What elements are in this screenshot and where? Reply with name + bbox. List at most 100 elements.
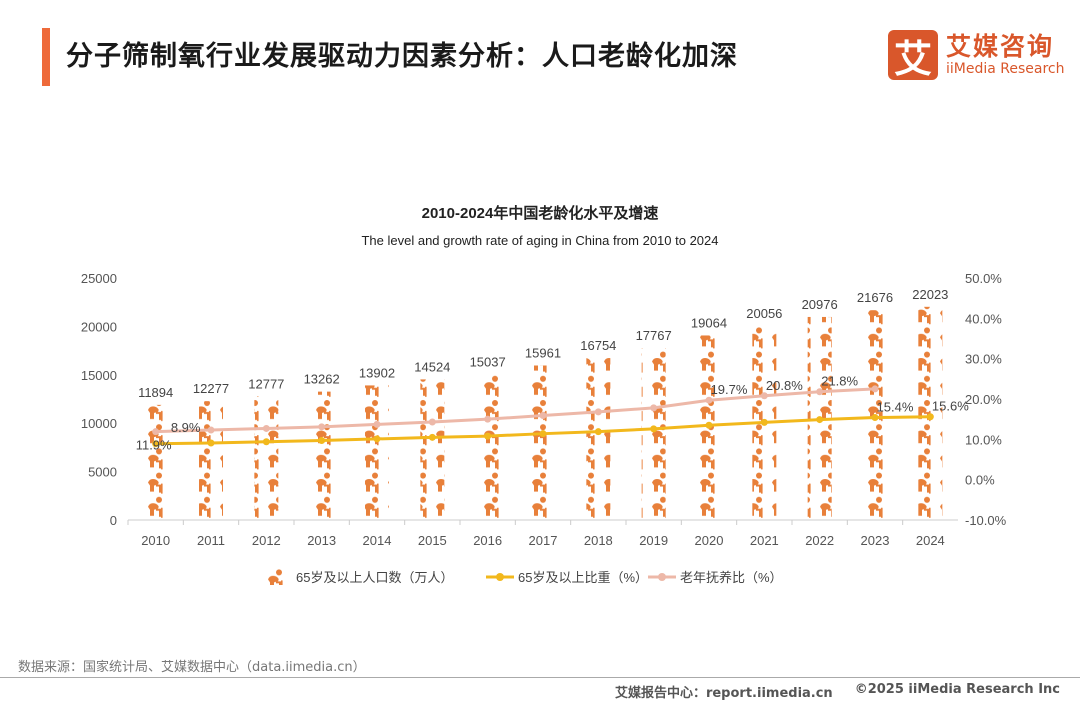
line-data-label: 8.9%	[171, 420, 201, 435]
bar-data-label: 16754	[580, 338, 616, 353]
left-axis-tick-label: 5000	[88, 465, 117, 480]
line-point	[705, 396, 713, 404]
right-axis-tick-label: 30.0%	[965, 352, 1002, 367]
bar-pictograph	[475, 374, 500, 520]
x-tick-label: 2022	[805, 533, 834, 548]
bar-data-label: 22023	[912, 287, 948, 302]
x-tick-label: 2024	[916, 533, 945, 548]
bar-data-label: 20056	[746, 306, 782, 321]
bar-data-label: 21676	[857, 290, 893, 305]
line-data-label: 21.8%	[821, 374, 858, 389]
right-axis-tick-label: 40.0%	[965, 311, 1002, 326]
logo-cn: 艾媒咨询	[946, 32, 1055, 61]
source-note: 数据来源：国家统计局、艾媒数据中心（data.iimedia.cn）	[18, 660, 366, 675]
chart-title: 2010-2024年中国老龄化水平及增速	[422, 204, 659, 222]
bar-data-label: 11894	[138, 385, 173, 400]
x-tick-label: 2013	[307, 533, 336, 548]
line-point	[926, 413, 934, 421]
line-point	[539, 412, 547, 420]
left-axis-tick-label: 25000	[81, 271, 117, 286]
line-point	[318, 423, 326, 431]
logo-mark: 艾	[888, 30, 938, 81]
line-series-2	[155, 387, 876, 434]
right-axis-tick-label: -10.0%	[965, 513, 1007, 528]
line-point	[760, 418, 768, 426]
left-axis-tick-label: 10000	[81, 416, 117, 431]
bar-pictograph	[143, 404, 168, 520]
bar-pictograph	[365, 385, 389, 520]
right-axis-tick-label: 0.0%	[965, 473, 995, 488]
bar-data-label: 13262	[304, 372, 340, 387]
line-data-label: 15.4%	[877, 400, 914, 415]
right-axis-tick-label: 20.0%	[965, 392, 1002, 407]
page-title: 分子筛制氧行业发展驱动力因素分析：人口老龄化加深	[66, 41, 738, 72]
bar-data-label: 17767	[636, 328, 672, 343]
bar-data-label: 19064	[691, 315, 727, 330]
left-axis-tick-label: 0	[110, 513, 117, 528]
bar-pictograph	[531, 365, 555, 520]
bar-pictograph	[254, 396, 279, 520]
right-axis-tick-label: 10.0%	[965, 432, 1002, 447]
line-point	[373, 435, 381, 443]
line-point	[428, 433, 436, 441]
bar-data-label: 15961	[525, 345, 561, 360]
bar-pictograph	[641, 348, 666, 520]
line-point	[594, 428, 602, 436]
x-tick-label: 2019	[639, 533, 668, 548]
x-tick-label: 2018	[584, 533, 613, 548]
title-accent-bar	[42, 28, 50, 86]
legend-marker-icon	[658, 573, 666, 581]
line-point	[152, 440, 160, 448]
logo: 艾 艾媒咨询 iiMedia Research	[888, 30, 1065, 81]
left-axis-tick-label: 15000	[81, 368, 117, 383]
line-point	[650, 425, 658, 433]
line-point	[650, 404, 658, 412]
line-point	[207, 439, 215, 447]
line-data-label: 15.6%	[932, 399, 969, 414]
bar-data-label: 14524	[414, 359, 450, 374]
line-point	[207, 426, 215, 434]
bar-pictograph	[309, 391, 334, 520]
line-point	[760, 392, 768, 400]
bar-pictograph	[199, 401, 223, 520]
line-data-label: 11.9%	[136, 438, 172, 453]
x-tick-label: 2023	[861, 533, 890, 548]
legend-label: 65岁及以上人口数（万人）	[296, 570, 453, 585]
bar-data-label: 20976	[802, 297, 838, 312]
bar-pictograph	[420, 379, 445, 520]
legend-label: 老年抚养比（%）	[680, 570, 783, 585]
bar-pictograph	[586, 357, 611, 520]
line-point	[262, 438, 270, 446]
x-tick-label: 2015	[418, 533, 447, 548]
line-point	[318, 437, 326, 445]
bar-data-label: 12777	[248, 376, 284, 391]
line-point	[871, 414, 879, 422]
line-data-label: 20.8%	[766, 378, 803, 393]
x-tick-label: 2017	[529, 533, 558, 548]
footer: 艾媒报告中心：report.iimedia.cn ©2025 iiMedia R…	[615, 682, 1060, 701]
legend-pictograph-icon	[268, 567, 290, 585]
line-point	[484, 415, 492, 423]
bar-data-label: 12277	[193, 381, 229, 396]
line-point	[594, 408, 602, 416]
footer-divider	[0, 677, 1080, 678]
line-point	[539, 430, 547, 438]
footer-report-link[interactable]: 艾媒报告中心：report.iimedia.cn	[614, 686, 833, 701]
line-point	[816, 388, 824, 396]
line-point	[484, 432, 492, 440]
left-axis-tick-label: 20000	[81, 319, 117, 334]
line-data-label: 19.7%	[711, 382, 748, 397]
x-tick-label: 2016	[473, 533, 502, 548]
x-tick-label: 2020	[695, 533, 724, 548]
x-tick-label: 2021	[750, 533, 779, 548]
line-point	[816, 416, 824, 424]
line-point	[871, 385, 879, 393]
line-point	[373, 420, 381, 428]
right-axis-tick-label: 50.0%	[965, 271, 1002, 286]
x-tick-label: 2011	[197, 533, 225, 548]
chart: 2010-2024年中国老龄化水平及增速 The level and growt…	[81, 204, 1007, 585]
line-point	[262, 424, 270, 432]
legend-label: 65岁及以上比重（%）	[518, 570, 648, 585]
x-tick-label: 2010	[141, 533, 170, 548]
